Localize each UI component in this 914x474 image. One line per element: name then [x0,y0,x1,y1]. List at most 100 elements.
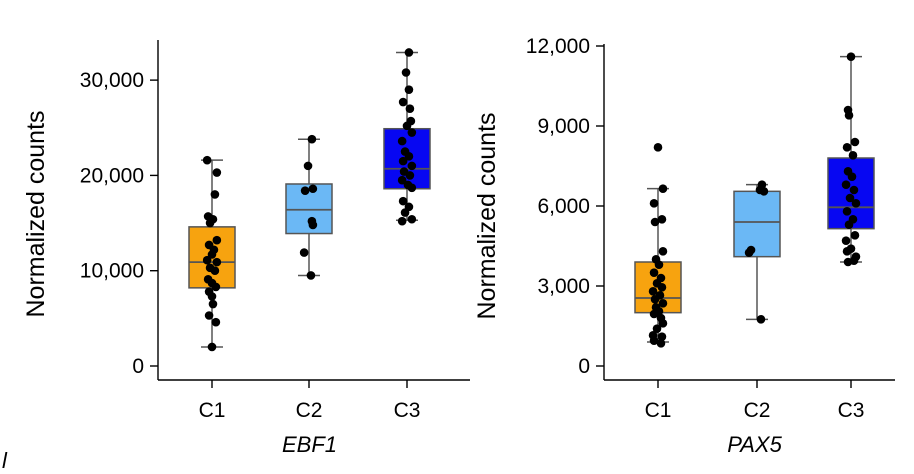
points-c3 [841,52,861,267]
data-point [650,295,660,304]
data-point [657,215,667,224]
data-point [300,186,310,195]
data-point [851,199,861,208]
data-point [207,250,217,259]
data-point [405,171,415,180]
data-point [307,134,317,144]
data-point [405,104,415,114]
data-point [204,311,214,320]
y-tick-label: 20,000 [80,164,144,187]
box-c2 [733,183,781,321]
data-point [658,299,668,308]
data-point [756,315,766,324]
data-point [212,235,222,245]
data-point [211,282,221,292]
data-point [649,199,659,208]
data-point [842,143,852,152]
data-point [845,193,855,203]
data-point [841,180,851,189]
box-c3 [827,55,875,263]
y-tick-label: 12,000 [526,35,590,58]
y-tick-label: 3,000 [537,275,590,298]
x-tick-label-c2: C2 [744,399,771,422]
data-point [654,260,664,269]
data-point [649,336,659,345]
data-point [407,214,417,224]
data-point [658,319,668,328]
data-point [207,342,217,352]
data-point [649,309,659,319]
x-tick-label-c3: C3 [838,399,865,422]
data-point [303,161,313,171]
y-tick-label: 30,000 [80,69,144,92]
data-point [211,317,221,327]
data-point [398,196,408,206]
data-point [397,136,407,146]
x-tick-label-c3: C3 [394,399,421,422]
data-point [210,190,220,199]
data-point [844,111,854,120]
data-point [208,299,218,309]
data-point [842,247,852,256]
data-point [306,271,316,280]
data-point [202,255,212,265]
data-point [744,248,754,257]
data-point [842,207,852,216]
data-point [843,257,853,267]
data-point [657,283,667,292]
data-point [207,292,217,301]
box-c2 [285,138,333,277]
x-axis-gene-label: EBF1 [282,432,337,457]
data-point [649,268,659,277]
x-axis-gene-label: PAX5 [727,432,782,457]
data-point [308,184,318,194]
points-c1 [202,155,222,352]
data-point [205,218,215,228]
points-c1 [648,143,668,348]
panel-1: 0 10,000 20,000 30,000 Normalized counts C1 C2… [22,40,470,457]
data-point [650,217,660,227]
y-axis-label: Normalized counts [22,110,50,317]
data-point [212,168,222,177]
data-point [657,332,667,341]
x-tick-label-c1: C1 [199,399,226,422]
data-point [841,236,851,245]
data-point [759,187,769,196]
data-point [846,52,856,61]
data-point [849,185,859,195]
data-point [212,257,222,267]
y-tick-label: 9,000 [537,115,590,138]
data-point [400,208,410,217]
data-point [653,143,663,152]
y-tick-label: 0 [578,355,590,378]
data-point [658,184,668,193]
data-point [844,220,854,229]
data-point [308,220,318,230]
y-axis-label: Normalized counts [473,112,501,319]
y-tick-label: 0 [132,355,144,378]
data-point [398,97,408,107]
data-point [397,216,407,226]
y-tick-label: 10,000 [80,260,144,283]
data-point [847,172,857,181]
x-tick-label-c2: C2 [296,399,323,422]
data-point [397,175,407,185]
data-point [648,287,658,296]
data-point [656,339,666,348]
data-point [404,85,414,94]
data-point [658,247,668,256]
points-c2 [744,180,769,324]
panel-2: 0 3,000 6,000 9,000 12,000 Normalized counts C… [473,35,895,457]
data-point [848,151,858,160]
x-tick-label-c1: C1 [645,399,672,422]
data-point [652,324,662,333]
data-point [210,266,220,276]
points-c2 [299,134,318,280]
data-point [404,152,414,161]
panel-letter: l [2,448,7,473]
data-point [850,137,860,147]
data-point [398,156,408,166]
data-point [407,161,417,171]
box-c3 [383,51,431,221]
